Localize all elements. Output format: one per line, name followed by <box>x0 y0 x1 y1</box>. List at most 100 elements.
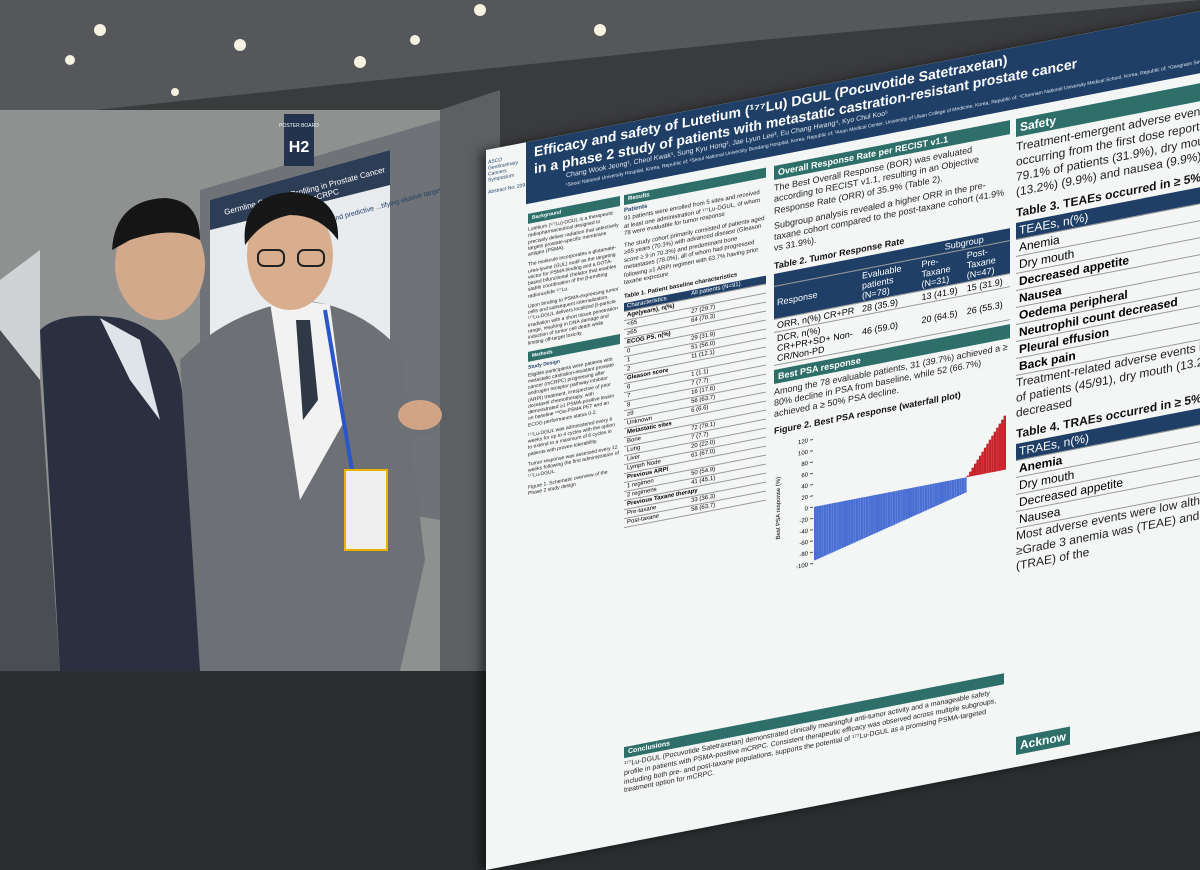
waterfall-bar <box>951 479 955 499</box>
waterfall-bar <box>917 486 920 515</box>
waterfall-bar <box>850 499 854 545</box>
waterfall-bar <box>873 495 876 535</box>
conclusions: Conclusions ¹⁷⁷Lu-DGUL (Pocuvotide Satetr… <box>624 669 1004 800</box>
waterfall-bar <box>814 506 817 561</box>
waterfall-bar <box>882 493 886 530</box>
waterfall-bar <box>934 483 938 507</box>
person-right-head <box>247 200 333 310</box>
waterfall-bar <box>907 488 911 519</box>
person-right-hair <box>244 192 339 245</box>
ceiling-lights <box>65 4 606 96</box>
waterfall-bar <box>966 475 970 478</box>
waterfall-bar <box>1001 419 1004 471</box>
waterfall-bar <box>831 503 834 553</box>
waterfall-bar <box>890 491 893 527</box>
waterfall-bar <box>986 443 989 474</box>
waterfall-bar <box>996 427 999 472</box>
waterfall-bar <box>905 488 908 520</box>
waterfall-bar <box>991 435 994 473</box>
waterfall-bar <box>949 480 952 500</box>
tick-mark <box>810 473 813 475</box>
waterfall-bar <box>971 467 975 477</box>
glasses <box>257 249 285 267</box>
y-tick-label: 80 <box>801 461 808 468</box>
waterfall-bar <box>969 471 972 477</box>
waterfall-bar <box>981 451 984 475</box>
waterfall-bar <box>983 447 987 475</box>
tick-mark <box>810 461 813 464</box>
y-tick-label: -20 <box>799 517 808 525</box>
waterfall-bar <box>964 477 967 494</box>
waterfall-bar <box>870 495 874 536</box>
waterfall-bar <box>816 506 819 560</box>
waterfall-bar <box>848 499 851 546</box>
name-badge <box>344 469 388 551</box>
waterfall-bar <box>863 497 866 539</box>
y-tick-label: 120 <box>798 439 809 447</box>
y-tick-label: -80 <box>799 551 808 559</box>
people <box>0 192 442 671</box>
waterfall-bar <box>846 500 849 547</box>
waterfall-bar <box>939 482 943 505</box>
waterfall-bar <box>946 480 950 502</box>
y-tick-label: 20 <box>801 495 808 502</box>
waterfall-bar <box>919 486 923 514</box>
waterfall-bar <box>914 487 918 516</box>
waterfall-bar <box>838 501 842 550</box>
y-tick-label: 0 <box>805 506 809 513</box>
waterfall-bar <box>988 439 992 474</box>
person-right-hand <box>398 400 442 430</box>
waterfall-bar <box>860 497 864 540</box>
glasses <box>297 249 325 267</box>
waterfall-bar <box>836 502 839 551</box>
y-tick-label: 100 <box>798 450 809 458</box>
y-tick-label: 60 <box>801 472 808 479</box>
tick-mark <box>810 450 813 453</box>
board-sign-label: POSTER BOARD <box>279 123 319 129</box>
tick-mark <box>810 529 813 531</box>
y-tick-label: 40 <box>801 484 808 491</box>
waterfall-bar <box>833 502 837 552</box>
waterfall-bar <box>826 504 829 556</box>
person-edge <box>0 330 60 671</box>
waterfall-bar <box>954 479 957 498</box>
poster-column: Overall Response Rate per RECIST v1.1 The… <box>774 116 1010 581</box>
waterfall-bar <box>942 481 945 504</box>
waterfall-bar <box>998 423 1002 472</box>
waterfall-bar <box>843 500 846 548</box>
tick-mark <box>810 506 813 509</box>
waterfall-bar <box>927 484 930 510</box>
tick-mark <box>810 563 813 565</box>
waterfall-bar <box>993 431 997 473</box>
tick-mark <box>810 518 813 520</box>
waterfall-bar <box>865 496 869 538</box>
waterfall-bar <box>976 459 979 476</box>
waterfall-bar <box>974 463 977 477</box>
poster: ASCO Genitourinary Cancers Symposium Abst… <box>486 2 1200 870</box>
waterfall-bar <box>892 491 896 526</box>
waterfall-bar <box>900 489 903 523</box>
waterfall-bar <box>875 494 878 534</box>
waterfall-bar <box>823 504 827 557</box>
waterfall-bar <box>944 481 947 503</box>
person-left-jacket <box>40 315 215 671</box>
y-axis-label: Best PSA response (%) <box>776 476 782 540</box>
waterfall-bar <box>821 505 824 558</box>
waterfall-bar <box>959 478 962 496</box>
waterfall-bar <box>868 496 871 537</box>
tick-mark <box>810 551 813 554</box>
waterfall-bar <box>956 478 960 497</box>
waterfall-bar <box>895 490 898 525</box>
person-left-hair <box>112 198 200 250</box>
waterfall-bar <box>855 498 859 542</box>
waterfall-bar <box>924 485 928 511</box>
board-sign <box>284 114 314 166</box>
waterfall-bar <box>880 493 883 531</box>
waterfall-bar <box>841 501 844 549</box>
waterfall-bar <box>961 477 965 495</box>
waterfall-bar <box>912 487 915 517</box>
y-tick-label: -40 <box>799 529 808 537</box>
waterfall-bar <box>828 503 832 555</box>
waterfall-bar <box>1003 415 1007 471</box>
